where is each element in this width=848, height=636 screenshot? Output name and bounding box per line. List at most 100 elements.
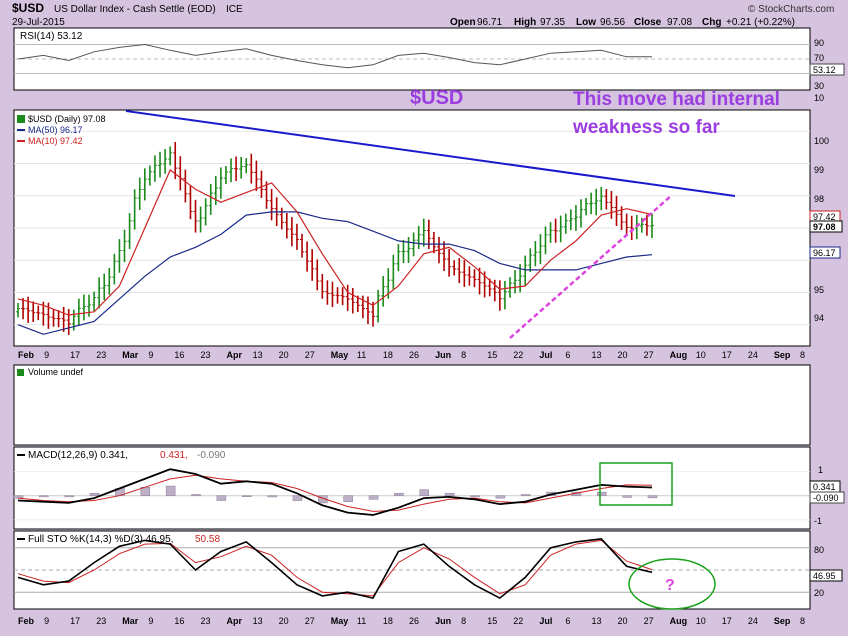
macd-hist-bar bbox=[343, 495, 353, 502]
x-tick-label: 23 bbox=[96, 350, 106, 360]
x-tick-label: Feb bbox=[18, 616, 35, 626]
x-tick-label: 13 bbox=[253, 616, 263, 626]
x-tick-label: 27 bbox=[644, 616, 654, 626]
x-tick-label: 13 bbox=[253, 350, 263, 360]
x-tick-label: 15 bbox=[487, 350, 497, 360]
rsi-level-90: 90 bbox=[814, 38, 824, 48]
rsi-tag-bg bbox=[809, 63, 845, 76]
x-tick-label: 18 bbox=[383, 616, 393, 626]
macd-hist-bar bbox=[368, 495, 379, 500]
x-tick-label: 20 bbox=[618, 350, 628, 360]
x-tick-label: Aug bbox=[670, 350, 688, 360]
ma50-line bbox=[17, 211, 653, 335]
macd-panel: 1 -1 0.341 -0.090 MACD(12,26,9) 0.341, 0… bbox=[13, 446, 845, 530]
x-tick-label: 10 bbox=[696, 350, 706, 360]
x-tick-label: Apr bbox=[227, 616, 243, 626]
sto-tick-20: 20 bbox=[814, 588, 824, 598]
macd-highlight-box bbox=[599, 462, 673, 506]
x-tick-label: 13 bbox=[591, 616, 601, 626]
price-panel: 100 99 98 95 94 97.42 97.08 96.17 $USD (… bbox=[13, 109, 843, 347]
close-tag-bg bbox=[809, 220, 843, 233]
sto-panel: 80 20 46.95 ? Full STO %K(14,3) %D(3) 46… bbox=[13, 530, 843, 610]
x-tick-label: 8 bbox=[461, 350, 466, 360]
x-tick-label: 24 bbox=[748, 616, 758, 626]
volume-panel-bg bbox=[13, 364, 811, 446]
price-axis: 100 99 98 95 94 bbox=[814, 136, 829, 323]
macd-hist-bar bbox=[39, 495, 49, 498]
volume-label: Volume undef bbox=[28, 367, 84, 377]
ma50-tag-bg bbox=[809, 246, 841, 259]
x-tick-label: 16 bbox=[174, 616, 184, 626]
macd-hist-bar bbox=[470, 495, 480, 498]
x-tick-label: 26 bbox=[409, 350, 419, 360]
x-tick-label: 26 bbox=[409, 616, 419, 626]
macd-hist-bar bbox=[191, 494, 201, 496]
support-trendline bbox=[509, 194, 673, 339]
close-tag: 97.08 bbox=[813, 222, 836, 232]
high-label: High bbox=[514, 17, 536, 28]
macd-hist-bar bbox=[64, 495, 74, 498]
ma50-tag: 96.17 bbox=[813, 248, 836, 258]
close-value: 97.08 bbox=[667, 17, 692, 28]
macd-hist-bar bbox=[647, 495, 658, 499]
ticker-symbol: $USD bbox=[12, 1, 44, 15]
macd-panel-bg bbox=[13, 446, 811, 530]
close-label: Close bbox=[634, 17, 662, 28]
x-tick-label: 23 bbox=[96, 616, 106, 626]
macd-hist-bar bbox=[597, 491, 607, 496]
macd-label: MACD(12,26,9) 0.341, bbox=[28, 450, 128, 461]
open-value: 96.71 bbox=[477, 17, 502, 28]
x-tick-label: 17 bbox=[722, 616, 732, 626]
rsi-line bbox=[17, 43, 653, 69]
macd-tick-1: 1 bbox=[818, 465, 823, 475]
ma10-line bbox=[17, 169, 653, 316]
x-tick-label: 16 bbox=[174, 350, 184, 360]
legend-bar-swatch bbox=[17, 115, 25, 123]
sto-d-line bbox=[17, 539, 653, 597]
x-tick-label: 27 bbox=[305, 616, 315, 626]
macd-signal-label: 0.431, bbox=[160, 450, 188, 461]
x-tick-label: Aug bbox=[670, 616, 688, 626]
macd-tick-neg1: -1 bbox=[814, 516, 822, 526]
sto-d-label: 50.58 bbox=[195, 534, 220, 545]
sto-label: Full STO %K(14,3) %D(3) 46.95, bbox=[28, 534, 173, 545]
macd-axis: 1 -1 bbox=[814, 465, 823, 526]
x-tick-label: 17 bbox=[70, 616, 80, 626]
low-label: Low bbox=[576, 17, 596, 28]
macd-hist-bar bbox=[622, 495, 632, 498]
volume-panel: Volume undef bbox=[13, 364, 811, 446]
macd-histogram bbox=[13, 485, 658, 504]
x-tick-label: Apr bbox=[227, 350, 243, 360]
chg-label: Chg bbox=[702, 17, 721, 28]
macd-hist-bar bbox=[216, 495, 227, 501]
rsi-panel-bg bbox=[13, 27, 811, 91]
x-tick-label: 11 bbox=[357, 350, 366, 360]
x-tick-label: 15 bbox=[487, 616, 497, 626]
rsi-axis: 90 70 30 10 bbox=[814, 38, 824, 103]
macd-line bbox=[17, 468, 653, 516]
x-tick-label: Sep bbox=[774, 616, 791, 626]
brand-watermark: © StockCharts.com bbox=[748, 4, 834, 15]
x-tick-label: Mar bbox=[122, 616, 139, 626]
x-tick-label: 20 bbox=[618, 616, 628, 626]
volume-swatch bbox=[17, 369, 24, 376]
x-tick-label: Jul bbox=[539, 616, 552, 626]
x-tick-label: May bbox=[331, 350, 349, 360]
macd-hist-bar bbox=[394, 493, 404, 496]
x-tick-label: 9 bbox=[148, 616, 153, 626]
x-tick-label: 8 bbox=[800, 616, 805, 626]
sto-k-line bbox=[17, 538, 653, 600]
x-tick-label: May bbox=[331, 616, 349, 626]
x-tick-label: 17 bbox=[722, 350, 732, 360]
x-tick-label: Mar bbox=[122, 350, 139, 360]
x-tick-label: 8 bbox=[461, 616, 466, 626]
x-tick-label: 22 bbox=[513, 350, 523, 360]
x-tick-label: 13 bbox=[591, 350, 601, 360]
macd-hist-bar bbox=[292, 495, 303, 501]
resistance-trendline bbox=[125, 110, 736, 197]
macd-hist-tag: -0.090 bbox=[813, 493, 839, 503]
low-value: 96.56 bbox=[600, 17, 625, 28]
macd-hist-bar bbox=[165, 485, 176, 496]
